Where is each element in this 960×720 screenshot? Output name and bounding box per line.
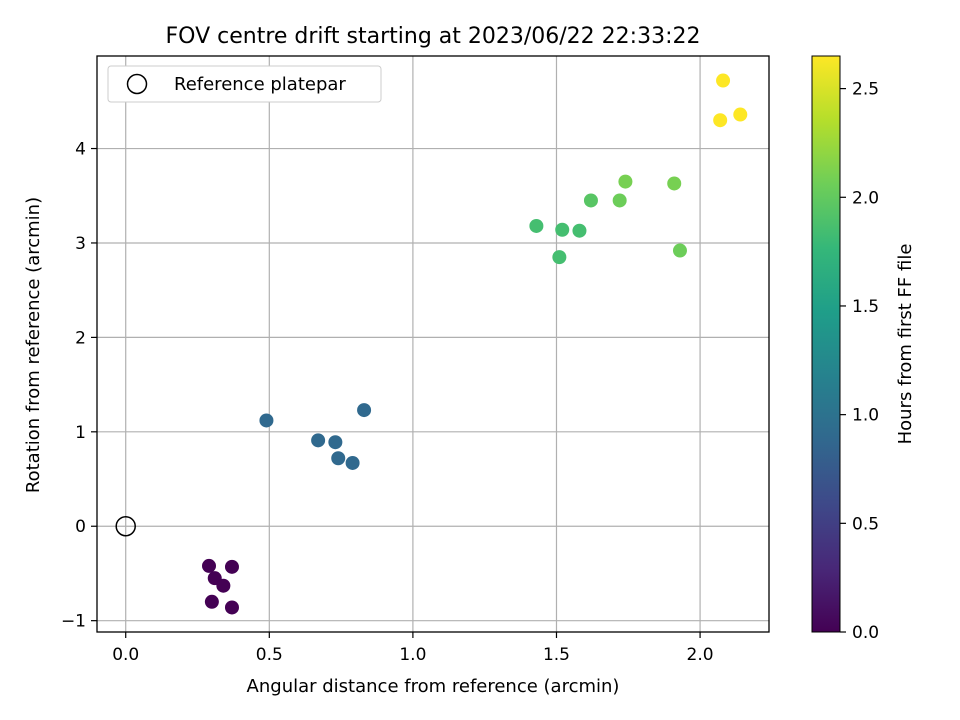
data-point bbox=[311, 433, 326, 448]
data-point bbox=[572, 223, 587, 238]
data-point bbox=[224, 559, 239, 574]
data-point bbox=[345, 455, 360, 470]
x-tick-label: 0.0 bbox=[112, 645, 139, 665]
x-ticks: 0.0 0.5 1.0 1.5 2.0 bbox=[112, 632, 714, 665]
data-point bbox=[733, 107, 748, 122]
colorbar: 0.0 0.5 1.0 1.5 2.0 2.5 Hours from first FF f… bbox=[811, 55, 916, 643]
y-tick-label: −1 bbox=[61, 612, 86, 632]
colorbar-tick-label: 2.5 bbox=[852, 80, 879, 100]
data-point bbox=[204, 594, 219, 609]
data-point bbox=[552, 250, 567, 265]
data-point bbox=[667, 176, 682, 191]
x-tick-label: 1.5 bbox=[543, 645, 570, 665]
data-point bbox=[216, 578, 231, 593]
chart-title: FOV centre drift starting at 2023/06/22 … bbox=[166, 24, 701, 49]
colorbar-tick-label: 0.5 bbox=[852, 514, 879, 534]
data-point bbox=[331, 451, 346, 466]
plot-points bbox=[115, 73, 748, 615]
data-point bbox=[618, 174, 633, 189]
colorbar-ticks: 0.0 0.5 1.0 1.5 2.0 2.5 bbox=[840, 80, 879, 643]
data-point bbox=[672, 243, 687, 258]
y-ticks: −1 0 1 2 3 4 bbox=[61, 140, 97, 632]
data-point bbox=[555, 222, 570, 237]
data-point bbox=[259, 413, 274, 428]
colorbar-gradient bbox=[811, 55, 841, 633]
y-tick-label: 2 bbox=[75, 328, 86, 348]
data-point bbox=[202, 558, 216, 573]
plot-frame bbox=[96, 55, 770, 633]
legend-label: Reference platepar bbox=[174, 74, 346, 95]
legend-box bbox=[107, 65, 382, 103]
colorbar-tick-label: 0.0 bbox=[852, 623, 879, 643]
data-point bbox=[529, 218, 544, 233]
data-point bbox=[716, 73, 731, 88]
data-point bbox=[357, 403, 372, 418]
grid-lines bbox=[97, 56, 769, 632]
data-point bbox=[713, 113, 728, 128]
y-tick-label: 3 bbox=[75, 234, 86, 254]
x-tick-label: 2.0 bbox=[687, 645, 714, 665]
x-axis-label: Angular distance from reference (arcmin) bbox=[247, 676, 620, 697]
legend-marker-icon bbox=[126, 73, 148, 95]
colorbar-label: Hours from first FF file bbox=[895, 244, 916, 445]
reference-point bbox=[115, 515, 136, 537]
colorbar-tick-label: 1.0 bbox=[852, 406, 879, 426]
data-point bbox=[612, 193, 627, 208]
y-axis-label: Rotation from reference (arcmin) bbox=[23, 197, 44, 493]
x-tick-label: 0.5 bbox=[256, 645, 283, 665]
data-point bbox=[583, 193, 598, 208]
colorbar-tick-label: 2.0 bbox=[852, 188, 879, 208]
x-tick-label: 1.0 bbox=[399, 645, 426, 665]
y-tick-label: 0 bbox=[75, 517, 86, 537]
data-point bbox=[224, 600, 239, 615]
legend: Reference platepar bbox=[107, 65, 382, 103]
y-tick-label: 4 bbox=[75, 140, 86, 160]
data-point bbox=[328, 435, 343, 450]
y-tick-label: 1 bbox=[75, 423, 86, 443]
colorbar-tick-label: 1.5 bbox=[852, 297, 879, 317]
